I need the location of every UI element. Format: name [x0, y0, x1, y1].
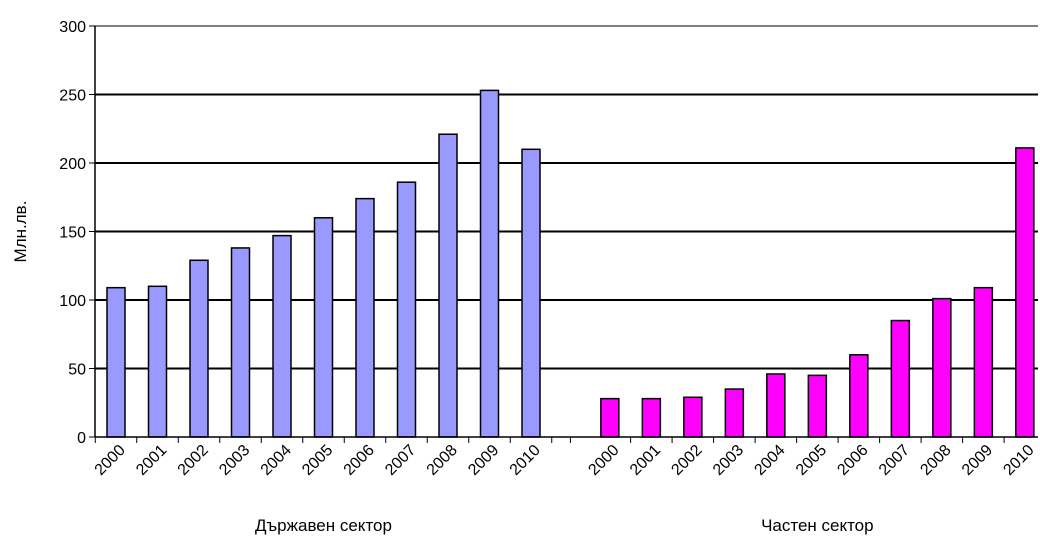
x-tick-label: 2003 [710, 442, 747, 479]
bar-private-2002 [683, 396, 703, 438]
bar-private-2008 [932, 297, 952, 438]
x-tick-label: 2009 [959, 442, 996, 479]
y-tick-label: 100 [59, 293, 86, 310]
x-tick-label: 2008 [424, 442, 461, 479]
x-tick-label: 2000 [92, 442, 129, 479]
x-tick-label: 2002 [668, 442, 705, 479]
y-axis-title: Млн.лв. [11, 201, 30, 263]
bar-state-2001 [147, 285, 168, 438]
bar-state-2008 [438, 133, 458, 438]
bar-state-2000 [106, 286, 126, 438]
bar-state-2004 [272, 234, 292, 438]
x-tick-label: 2004 [258, 442, 295, 479]
y-tick-label: 250 [59, 88, 86, 105]
group-labels: Държавен сектор Частен сектор [255, 516, 874, 535]
y-tick-label: 0 [77, 430, 86, 447]
bar-private-2006 [849, 354, 869, 438]
bar-private-2005 [807, 374, 828, 438]
bar-private-2003 [724, 388, 745, 438]
group-label-state-sector: Държавен сектор [255, 516, 392, 535]
x-tick-label: 2005 [299, 442, 336, 479]
bar-private-2009 [973, 286, 994, 438]
y-tick-labels: 0 50 100 150 200 250 300 [59, 19, 86, 447]
bar-state-2010 [521, 148, 541, 438]
x-tick-label: 2007 [876, 442, 913, 479]
x-tick-labels: 2000 2001 2002 2003 2004 2005 2006 2007 2008 2009… [92, 442, 1038, 479]
x-tick-label: 2001 [133, 442, 170, 479]
bar-state-2002 [189, 259, 209, 438]
x-tick-label: 2005 [793, 442, 830, 479]
x-tick-label: 2004 [751, 442, 788, 479]
bar-state-2003 [230, 247, 251, 438]
x-tick-label: 2001 [627, 442, 664, 479]
x-tick-label: 2010 [1000, 442, 1037, 479]
x-tick-label: 2002 [175, 442, 212, 479]
y-tick-label: 50 [68, 362, 86, 379]
bar-private-2004 [766, 373, 786, 438]
bar-state-2007 [396, 181, 417, 438]
bar-private-2007 [890, 319, 911, 438]
x-tick-label: 2000 [585, 442, 622, 479]
bar-state-2006 [355, 197, 375, 438]
x-tick-label: 2009 [465, 442, 502, 479]
x-tick-label: 2008 [917, 442, 954, 479]
y-tick-label: 300 [59, 19, 86, 36]
group-label-private-sector: Частен сектор [761, 516, 874, 535]
x-tick-label: 2007 [382, 442, 419, 479]
bar-private-2010 [1015, 147, 1035, 438]
y-tick-label: 200 [59, 156, 86, 173]
bars [106, 89, 1035, 438]
x-tick-label: 2006 [341, 442, 378, 479]
x-tick-label: 2006 [834, 442, 871, 479]
bar-private-2000 [600, 397, 620, 438]
x-tick-label: 2010 [507, 442, 544, 479]
bar-state-2005 [313, 217, 334, 438]
bar-state-2009 [479, 89, 500, 438]
x-tick-label: 2003 [216, 442, 253, 479]
y-tick-label: 150 [59, 225, 86, 242]
axes [89, 25, 1038, 443]
bar-private-2001 [641, 397, 662, 438]
gridlines [95, 25, 1038, 370]
